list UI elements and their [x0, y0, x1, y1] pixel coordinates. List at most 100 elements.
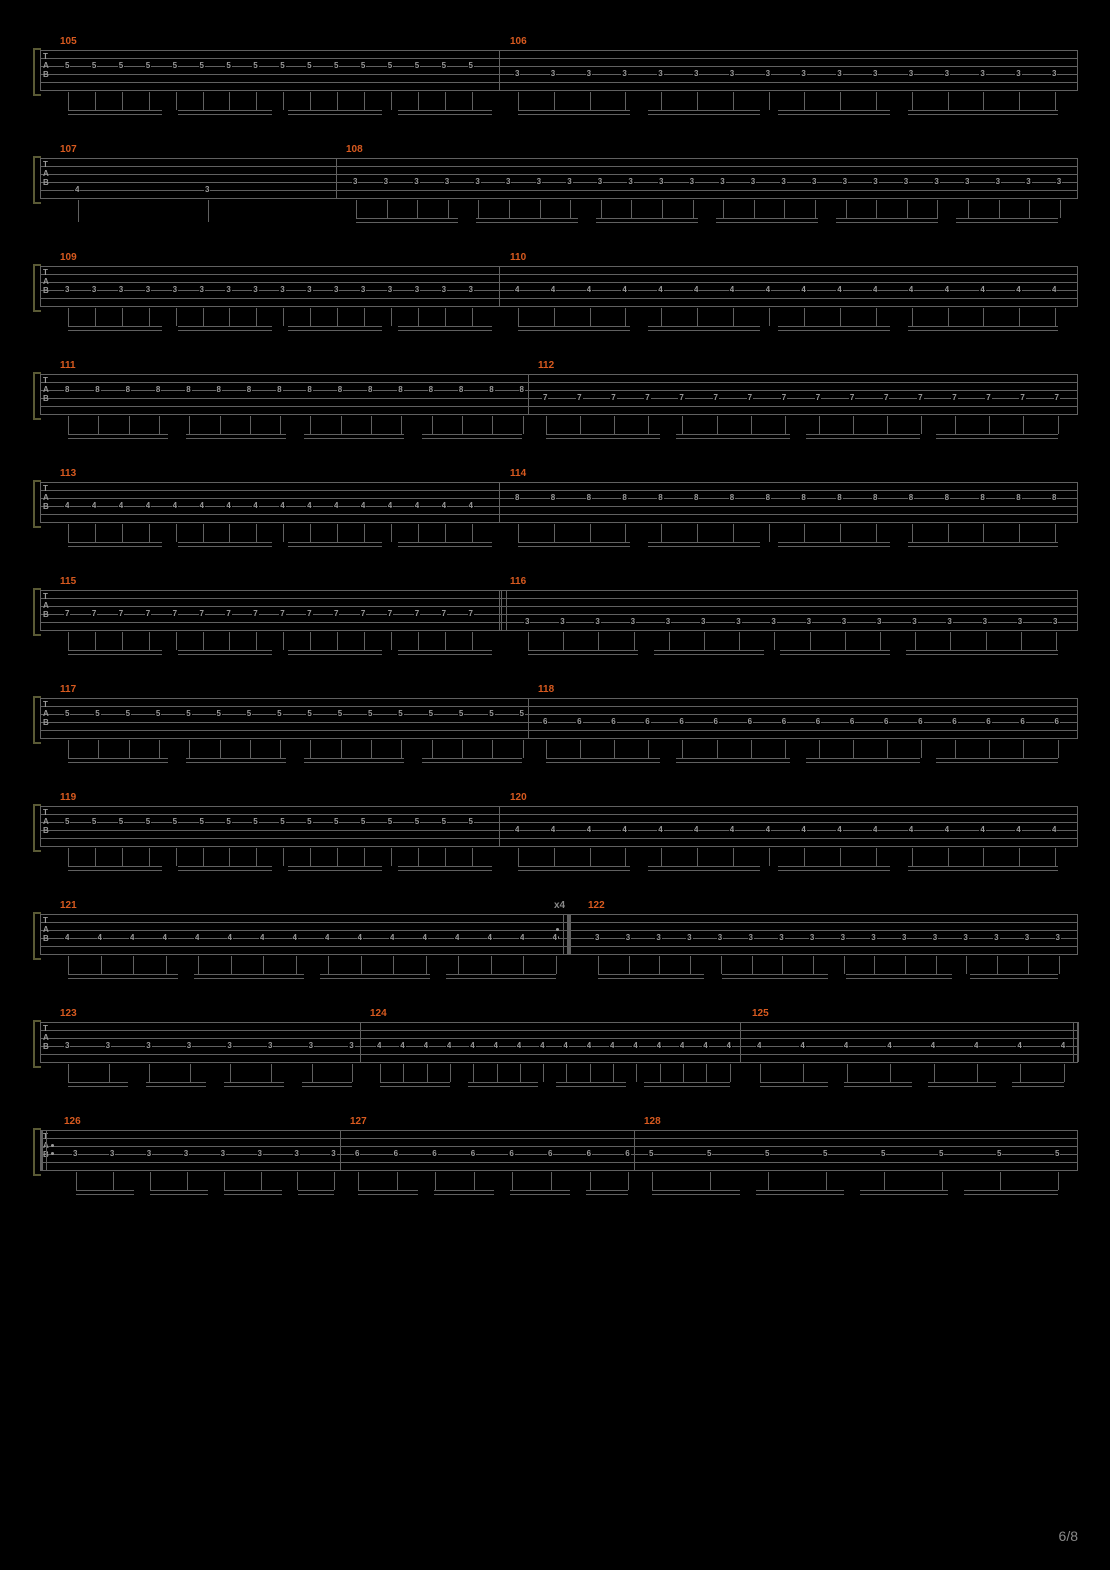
- fret-number: 8: [428, 386, 434, 394]
- note-stem: [310, 524, 311, 542]
- note-stem: [203, 92, 204, 110]
- beam: [846, 974, 952, 979]
- note-stem: [1064, 1064, 1065, 1082]
- fret-number: 4: [376, 1042, 382, 1050]
- fret-number: 4: [399, 1042, 405, 1050]
- fret-number: 8: [872, 494, 878, 502]
- fret-number: 3: [536, 178, 542, 186]
- fret-number: 6: [542, 718, 548, 726]
- fret-number: 6: [883, 718, 889, 726]
- note-stem: [554, 92, 555, 110]
- fret-number: 3: [226, 1042, 232, 1050]
- beam: [150, 1190, 208, 1195]
- note-stem: [921, 416, 922, 434]
- tab-staff: TAB: [40, 266, 1078, 306]
- note-stem: [1023, 740, 1024, 758]
- fret-number: 4: [514, 286, 520, 294]
- note-stem: [661, 308, 662, 326]
- note-stem: [948, 92, 949, 110]
- note-stem: [955, 740, 956, 758]
- note-stem: [955, 416, 956, 434]
- note-stem: [915, 632, 916, 650]
- note-stem: [229, 92, 230, 110]
- fret-number: 3: [414, 286, 420, 294]
- note-stem: [682, 416, 683, 434]
- beam: [908, 542, 1058, 547]
- note-stem: [845, 632, 846, 650]
- fret-number: 4: [487, 934, 493, 942]
- fret-number: 8: [729, 494, 735, 502]
- fret-number: 4: [621, 826, 627, 834]
- note-stem: [1055, 92, 1056, 110]
- note-stem: [546, 416, 547, 434]
- fret-number: 3: [352, 178, 358, 186]
- note-stem: [554, 524, 555, 542]
- fret-number: 5: [252, 818, 258, 826]
- barline: [634, 1130, 635, 1170]
- note-stem: [1019, 308, 1020, 326]
- note-stem: [283, 92, 284, 110]
- beam: [68, 326, 162, 331]
- barline: [340, 1130, 341, 1170]
- note-stem: [337, 92, 338, 110]
- fret-number: 3: [220, 1150, 226, 1158]
- note-stem: [693, 200, 694, 218]
- fret-number: 3: [383, 178, 389, 186]
- beam: [298, 1190, 334, 1195]
- note-stem: [826, 1172, 827, 1190]
- note-stem: [364, 308, 365, 326]
- fret-number: 4: [64, 502, 70, 510]
- fret-number: 4: [908, 826, 914, 834]
- tab-staff: TAB: [40, 1130, 1078, 1170]
- note-stem: [710, 1172, 711, 1190]
- note-stem: [230, 1064, 231, 1082]
- repeat-dots-icon: [51, 1130, 54, 1170]
- note-stem: [220, 416, 221, 434]
- note-stem: [523, 416, 524, 434]
- note-stem: [364, 632, 365, 650]
- note-stem: [472, 848, 473, 866]
- fret-number: 4: [729, 826, 735, 834]
- fret-number: 4: [469, 1042, 475, 1050]
- note-stem: [804, 848, 805, 866]
- note-stem: [78, 200, 79, 222]
- fret-number: 4: [454, 934, 460, 942]
- fret-number: 4: [836, 826, 842, 834]
- fret-number: 5: [306, 62, 312, 70]
- fret-number: 6: [713, 718, 719, 726]
- fret-number: 3: [800, 70, 806, 78]
- measure-number: 128: [644, 1116, 661, 1127]
- note-stem: [380, 1064, 381, 1082]
- fret-number: 4: [586, 1042, 592, 1050]
- fret-number: 6: [678, 718, 684, 726]
- note-stem: [717, 416, 718, 434]
- fret-number: 5: [414, 818, 420, 826]
- fret-number: 6: [610, 718, 616, 726]
- fret-number: 8: [337, 386, 343, 394]
- note-stem: [697, 524, 698, 542]
- tab-page: { "page_number_label": "6/8", "colors": …: [0, 0, 1110, 1570]
- note-stem: [570, 200, 571, 218]
- fret-number: 5: [125, 710, 131, 718]
- beam: [398, 542, 492, 547]
- fret-number: 3: [870, 934, 876, 942]
- tab-clef: TAB: [43, 160, 49, 187]
- fret-number: 5: [276, 710, 282, 718]
- note-stem: [478, 200, 479, 218]
- beam: [518, 866, 630, 871]
- fret-number: 3: [946, 618, 952, 626]
- fret-number: 5: [172, 62, 178, 70]
- note-stem: [876, 92, 877, 110]
- fret-number: 3: [308, 1042, 314, 1050]
- note-stem: [149, 308, 150, 326]
- note-stem: [950, 632, 951, 650]
- fret-number: 8: [693, 494, 699, 502]
- note-stem: [948, 524, 949, 542]
- fret-number: 8: [246, 386, 252, 394]
- tab-clef: TAB: [43, 484, 49, 511]
- note-stem: [337, 524, 338, 542]
- note-stem: [782, 956, 783, 974]
- note-stem: [149, 92, 150, 110]
- fret-number: 7: [199, 610, 205, 618]
- fret-number: 3: [665, 618, 671, 626]
